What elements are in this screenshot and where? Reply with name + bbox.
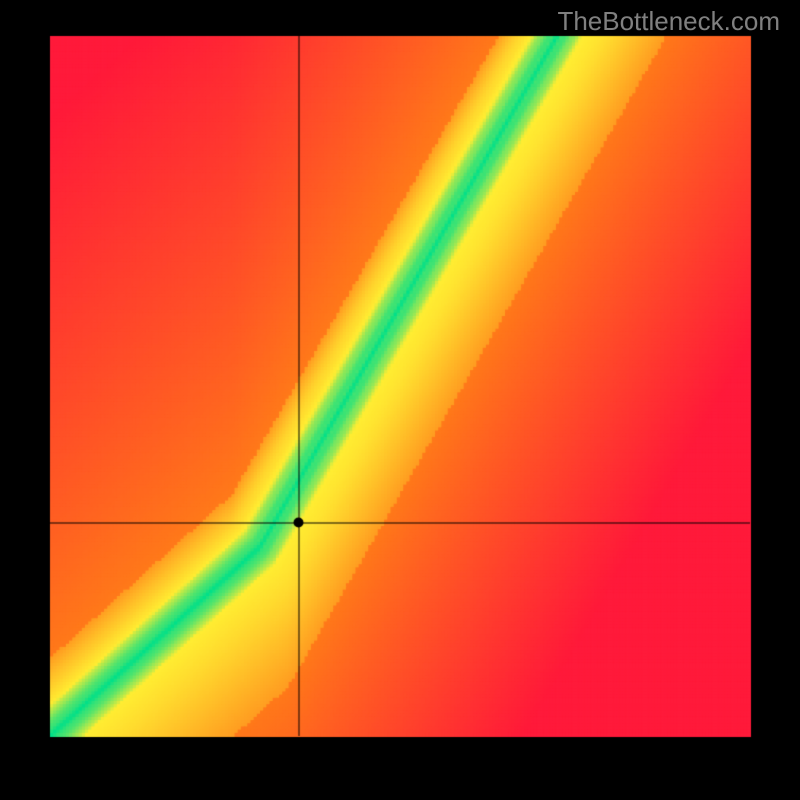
chart-stage: TheBottleneck.com [0, 0, 800, 800]
bottleneck-heatmap-canvas [0, 0, 800, 800]
watermark-label: TheBottleneck.com [557, 6, 780, 37]
